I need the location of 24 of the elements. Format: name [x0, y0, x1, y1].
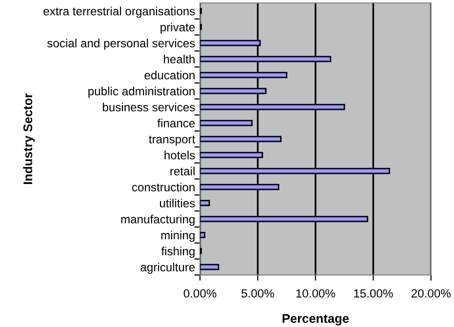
y-tick-label: private — [160, 22, 195, 34]
y-tick-label: fishing — [161, 246, 195, 258]
y-tick-label: finance — [157, 118, 195, 128]
y-tick-label: public administration — [88, 86, 195, 98]
y-tick-label: hotels — [164, 150, 195, 160]
y-tick-label: retail — [170, 166, 194, 176]
y-tick-label: agriculture — [140, 262, 195, 274]
y-tick-label: mining — [161, 230, 195, 242]
x-tick-label: 0.00% — [184, 289, 216, 298]
y-tick-label: utilities — [160, 198, 195, 208]
x-axis-title: Percentage — [282, 314, 349, 326]
x-tick-label: 10.00% — [296, 289, 336, 298]
x-tick-label: 20.00% — [412, 289, 451, 298]
x-tick-label: 15.00% — [354, 289, 393, 298]
y-tick-label: education — [144, 70, 195, 80]
y-tick-label: health — [164, 54, 195, 64]
y-tick-label: extra terrestrial organisations — [44, 6, 195, 18]
y-tick-label: transport — [148, 136, 196, 146]
x-tick-label: 5.00% — [241, 289, 274, 298]
y-tick-label: construction — [132, 182, 195, 192]
y-tick-label: manufacturing — [121, 214, 195, 226]
y-tick-label: social and personal services — [47, 38, 195, 50]
y-axis-title: Industry Sector — [23, 93, 35, 184]
y-tick-label: business services — [102, 102, 195, 112]
